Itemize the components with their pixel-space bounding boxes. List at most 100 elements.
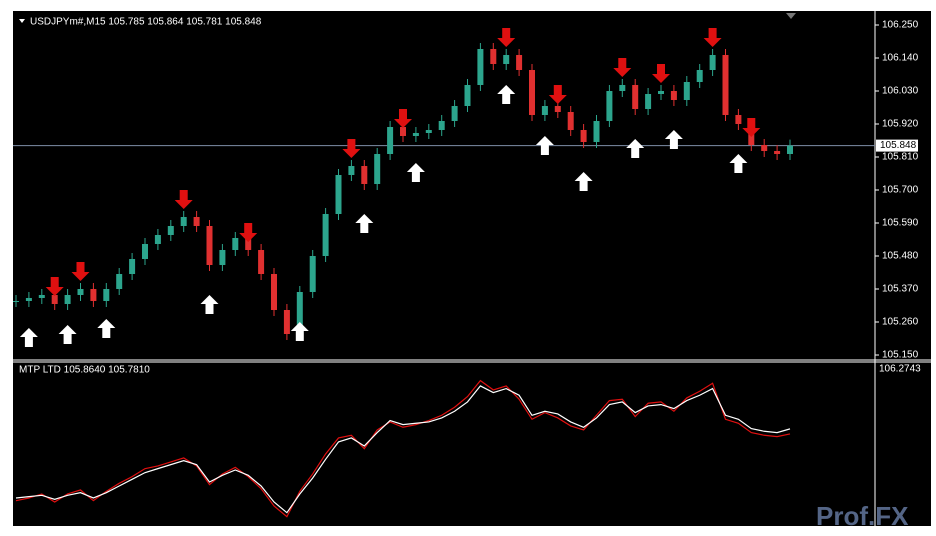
candle-body xyxy=(232,238,239,250)
sell-arrow xyxy=(652,64,670,83)
buy-arrow xyxy=(664,130,683,149)
candle-body xyxy=(167,226,174,235)
candle-body xyxy=(606,91,613,121)
buy-arrow xyxy=(406,163,425,182)
menu-arrow[interactable] xyxy=(19,19,25,23)
candle-body xyxy=(90,289,97,301)
candle-body xyxy=(696,70,703,82)
candle-body xyxy=(425,130,432,133)
shift-marker xyxy=(786,13,796,19)
candle-body xyxy=(438,121,445,130)
price-tick-label: 105.370 xyxy=(882,284,919,295)
sell-arrow xyxy=(174,190,193,209)
buy-arrow xyxy=(535,136,554,155)
sell-arrow xyxy=(742,118,761,137)
candle-body xyxy=(322,214,329,256)
sell-arrow xyxy=(613,58,632,77)
candle-body xyxy=(451,106,458,121)
indicator-red-line xyxy=(15,379,791,518)
buy-arrow xyxy=(497,85,516,104)
indicator-header: MTP LTD 105.8640 105.7810 xyxy=(19,365,150,376)
candle-body xyxy=(348,166,355,175)
candle-body xyxy=(335,175,342,214)
indicator-axis-label: 106.2743 xyxy=(879,364,921,375)
candle-body xyxy=(580,130,587,142)
sell-arrow xyxy=(239,223,258,242)
buy-arrow xyxy=(19,328,38,347)
candle-body xyxy=(516,55,523,70)
buy-arrow xyxy=(574,172,593,191)
candle-body xyxy=(477,49,484,85)
candle-body xyxy=(619,85,626,91)
candle-body xyxy=(25,298,32,301)
candle-body xyxy=(206,226,213,265)
buy-arrow xyxy=(355,214,374,233)
buy-arrow xyxy=(290,322,309,341)
candle-body xyxy=(129,259,136,274)
sell-arrow xyxy=(394,109,412,128)
price-tick-label: 106.250 xyxy=(882,20,919,31)
sell-arrow xyxy=(45,277,64,296)
candle-body xyxy=(735,115,742,124)
candle-body xyxy=(103,289,110,301)
price-tick-label: 105.590 xyxy=(882,218,919,229)
candle-body xyxy=(374,154,381,184)
candle-body xyxy=(154,235,161,244)
buy-arrow xyxy=(97,319,116,338)
candle-body xyxy=(245,238,252,250)
candle-body xyxy=(761,145,768,151)
candle-body xyxy=(774,151,781,154)
candle-body xyxy=(490,49,497,64)
candle-body xyxy=(503,55,510,64)
price-tick-label: 105.700 xyxy=(882,185,919,196)
candle-body xyxy=(116,274,123,289)
candle-body xyxy=(13,301,19,302)
price-tick-label: 105.480 xyxy=(882,251,919,262)
candle-body xyxy=(38,295,45,298)
candle-body xyxy=(283,310,290,334)
indicator-white-line xyxy=(15,385,791,514)
candle-body xyxy=(529,70,535,115)
candle-body xyxy=(361,166,368,184)
candle-body xyxy=(683,82,690,100)
candle-body xyxy=(180,217,187,226)
candle-body xyxy=(309,256,316,292)
candle-body xyxy=(271,274,277,310)
sell-arrow xyxy=(342,139,361,158)
candle-body xyxy=(296,292,303,334)
sell-arrow xyxy=(497,28,516,47)
candle-body xyxy=(554,106,561,112)
candle-body xyxy=(658,91,664,94)
candle-body xyxy=(412,133,419,136)
candle-body xyxy=(77,289,84,295)
price-tick-label: 106.030 xyxy=(882,86,919,97)
candle-body xyxy=(722,55,729,115)
candle-body xyxy=(645,94,652,109)
candle-body xyxy=(670,91,677,100)
watermark: Prof.FX xyxy=(816,501,909,531)
sell-arrow xyxy=(548,85,567,104)
candle-body xyxy=(64,295,71,304)
candle-body xyxy=(387,127,394,154)
buy-arrow xyxy=(58,325,77,344)
candle-body xyxy=(142,244,148,259)
price-tick-label: 105.150 xyxy=(882,350,919,361)
candle-body xyxy=(51,295,58,304)
candle-body xyxy=(593,121,600,142)
symbol-header: USDJPYm#,M15 105.785 105.864 105.781 105… xyxy=(30,17,262,28)
candle-body xyxy=(541,106,548,115)
chart-background xyxy=(13,11,931,526)
price-tick-label: 105.260 xyxy=(882,317,919,328)
candle-body xyxy=(219,250,226,265)
candle-body xyxy=(464,85,471,106)
candle-body xyxy=(400,127,406,136)
candle-body xyxy=(567,112,574,130)
price-tick-label: 105.810 xyxy=(882,152,919,163)
candle-body xyxy=(193,217,200,226)
candle-body xyxy=(787,145,793,154)
sell-arrow xyxy=(71,262,90,281)
candle-body xyxy=(709,55,716,70)
buy-arrow xyxy=(729,154,748,173)
candle-body xyxy=(258,250,265,274)
